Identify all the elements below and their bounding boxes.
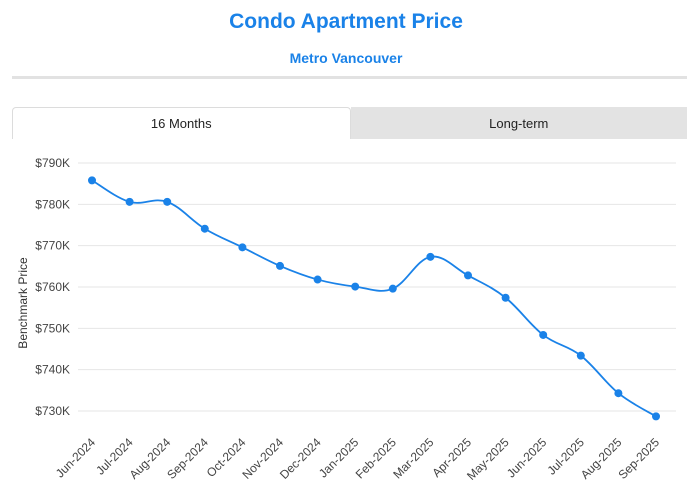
tab-bar: 16 Months Long-term — [12, 107, 687, 139]
data-point-nov-2024[interactable] — [276, 261, 284, 270]
data-point-jun-2025[interactable] — [539, 330, 548, 339]
x-tick-label: Sep-2025 — [615, 435, 662, 482]
data-point-aug-2024[interactable] — [163, 197, 172, 206]
data-point-jan-2025[interactable] — [351, 282, 360, 291]
data-point-sep-2024[interactable] — [200, 224, 209, 233]
data-point-mar-2025[interactable] — [426, 252, 435, 261]
y-tick-label: $740K — [35, 363, 70, 377]
y-tick-label: $730K — [35, 404, 70, 418]
series-line — [91, 179, 657, 418]
data-point-jul-2024[interactable] — [125, 197, 134, 206]
y-axis-label: Benchmark Price — [16, 257, 30, 349]
y-axis-ticks: $730K $740K $750K $760K $770K $780K $790K — [35, 156, 70, 418]
x-tick-label: May-2025 — [464, 435, 512, 483]
x-tick-label: Jun-2025 — [504, 435, 550, 481]
tab-16-months[interactable]: 16 Months — [12, 107, 351, 139]
data-point-oct-2024[interactable] — [238, 243, 247, 252]
x-tick-label: Dec-2024 — [277, 435, 324, 482]
y-tick-label: $760K — [35, 280, 70, 294]
data-point-sep-2025[interactable] — [652, 412, 660, 421]
y-tick-label: $750K — [35, 321, 70, 335]
chart-subtitle: Metro Vancouver — [289, 50, 403, 66]
x-axis-ticks: Jun-2024Jul-2024Aug-2024Sep-2024Oct-2024… — [53, 435, 663, 483]
grid-lines — [78, 162, 676, 412]
y-tick-label: $780K — [35, 197, 70, 211]
x-tick-label: Sep-2024 — [164, 435, 211, 482]
y-tick-label: $790K — [35, 156, 70, 170]
data-point-apr-2025[interactable] — [464, 271, 472, 280]
y-tick-label: $770K — [35, 239, 70, 253]
data-point-feb-2025[interactable] — [388, 284, 397, 293]
data-point-dec-2024[interactable] — [313, 275, 322, 284]
tab-long-term[interactable]: Long-term — [350, 107, 687, 139]
header-divider — [12, 76, 687, 79]
data-point-may-2025[interactable] — [501, 293, 510, 302]
data-points — [88, 176, 660, 421]
x-tick-label: Mar-2025 — [390, 435, 436, 481]
data-point-jun-2024[interactable] — [88, 176, 96, 185]
data-point-jul-2025[interactable] — [576, 351, 585, 360]
data-point-aug-2025[interactable] — [614, 389, 623, 398]
x-tick-label: Jun-2024 — [53, 435, 99, 481]
chart-title: Condo Apartment Price — [229, 10, 463, 33]
